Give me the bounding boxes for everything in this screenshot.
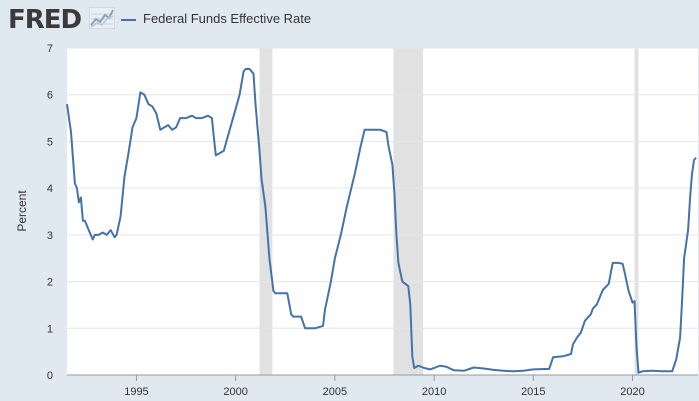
gridlines bbox=[67, 47, 698, 329]
y-tick-label: 2 bbox=[47, 277, 53, 289]
legend-series-label: Federal Funds Effective Rate bbox=[143, 11, 312, 26]
x-tick-label: 2005 bbox=[323, 386, 347, 398]
x-tick-label: 2020 bbox=[620, 386, 644, 398]
y-tick-label: 3 bbox=[47, 230, 53, 242]
recession-shading bbox=[259, 48, 639, 375]
recession-band-2 bbox=[634, 48, 639, 375]
y-tick-label: 5 bbox=[47, 136, 53, 148]
y-axis-title: Percent bbox=[15, 190, 29, 232]
x-tick-label: 1995 bbox=[124, 386, 148, 398]
x-tick-label: 2010 bbox=[422, 386, 446, 398]
chart-header: FRED Federal Funds Effective Rate bbox=[0, 0, 699, 40]
recession-band-1 bbox=[393, 48, 424, 375]
fred-logo[interactable]: FRED bbox=[8, 5, 82, 35]
x-tick-label: 2000 bbox=[223, 386, 247, 398]
line-graph-icon bbox=[89, 7, 115, 29]
legend-series-swatch bbox=[121, 19, 136, 21]
series-layer bbox=[66, 68, 697, 374]
y-tick-label: 0 bbox=[47, 370, 53, 382]
y-tick-label: 6 bbox=[47, 90, 53, 102]
y-tick-label: 4 bbox=[47, 183, 53, 195]
y-tick-label: 7 bbox=[47, 43, 53, 55]
axes: 0 1 2 3 4 5 6 7 1995 2000 2005 2010 2015 2020 bbox=[47, 43, 698, 398]
y-tick-label: 1 bbox=[47, 323, 53, 335]
series-line-0[interactable] bbox=[66, 68, 697, 374]
plot-area bbox=[67, 48, 698, 375]
x-tick-label: 2015 bbox=[521, 386, 545, 398]
